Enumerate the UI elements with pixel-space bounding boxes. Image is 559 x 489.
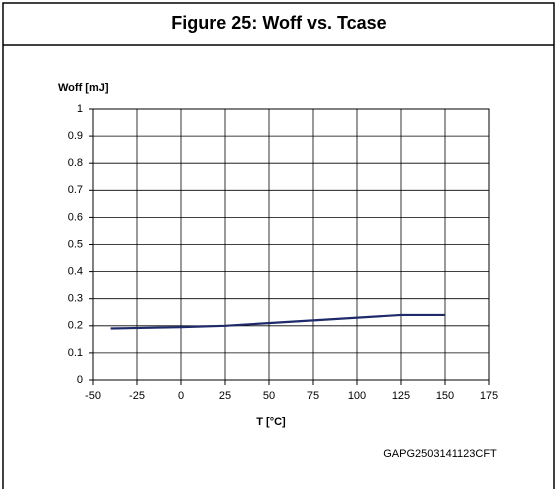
x-tick-label: -50 xyxy=(85,390,101,402)
y-tick-label: 0.5 xyxy=(68,238,83,250)
x-tick-label: 50 xyxy=(263,390,275,402)
y-tick-label: 0.3 xyxy=(68,293,83,305)
x-tick-label: -25 xyxy=(129,390,145,402)
x-tick-label: 75 xyxy=(307,390,319,402)
y-tick-label: 0.9 xyxy=(68,130,83,142)
y-axis-label: Woff [mJ] xyxy=(58,82,109,94)
y-tick-label: 0.1 xyxy=(68,347,83,359)
x-tick-label: 150 xyxy=(436,390,454,402)
plot-border xyxy=(92,108,490,381)
chart-title: Figure 25: Woff vs. Tcase xyxy=(171,13,386,33)
x-tick-label: 0 xyxy=(178,390,184,402)
y-tick-label: 0.7 xyxy=(68,184,83,196)
y-tick-label: 0 xyxy=(77,374,83,386)
y-tick-label: 0.8 xyxy=(68,157,83,169)
x-tick-label: 25 xyxy=(219,390,231,402)
x-tick-label: 100 xyxy=(348,390,366,402)
y-tick-label: 0.4 xyxy=(68,266,83,278)
x-tick-label: 175 xyxy=(480,390,498,402)
x-tick-label: 125 xyxy=(392,390,410,402)
y-tick-label: 0.6 xyxy=(68,211,83,223)
annotation: GAPG2503141123CFT xyxy=(383,448,497,460)
y-tick-label: 0.2 xyxy=(68,320,83,332)
data-line xyxy=(110,313,445,330)
x-axis-label: T [°C] xyxy=(256,416,286,428)
y-tick-label: 1 xyxy=(77,103,83,115)
